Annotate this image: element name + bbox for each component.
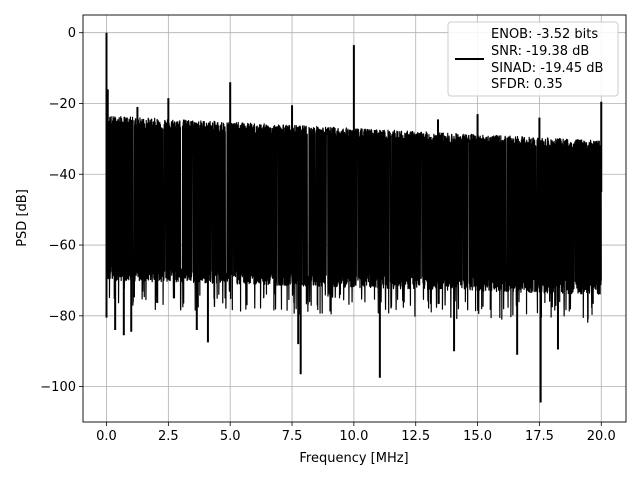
legend-box (447, 21, 619, 97)
x-tick-label: 5.0 (220, 429, 241, 444)
x-tick-label: 7.5 (282, 429, 303, 444)
x-tick-label: 17.5 (525, 429, 554, 444)
y-tick-label: −20 (49, 97, 76, 112)
axes-frame (82, 14, 627, 423)
x-axis-label: Frequency [MHz] (299, 451, 408, 466)
legend-sinad: SINAD: -19.45 dB (491, 61, 603, 76)
y-tick-label: −60 (49, 239, 76, 254)
x-tick-label: 0.0 (96, 429, 117, 444)
x-tick-label: 20.0 (587, 429, 616, 444)
legend-enob: ENOB: -3.52 bits (491, 27, 598, 42)
x-tick-label: 12.5 (401, 429, 430, 444)
legend: ENOB: -3.52 bits SNR: -19.38 dB SINAD: -… (447, 21, 619, 97)
legend-snr: SNR: -19.38 dB (491, 44, 589, 59)
y-tick-label: −40 (49, 168, 76, 183)
legend-sfdr: SFDR: 0.35 (491, 77, 563, 92)
y-tick-label: −80 (49, 309, 76, 324)
x-tick-label: 15.0 (463, 429, 492, 444)
y-tick-label: 0 (68, 26, 76, 41)
psd-series (105, 32, 603, 403)
x-tick-label: 2.5 (158, 429, 179, 444)
axis-ticks: 0.0 2.5 5.0 7.5 10.0 12.5 15.0 17.5 20.0 0 −20 −40 −… (40, 26, 615, 444)
x-tick-label: 10.0 (339, 429, 368, 444)
y-tick-label: −100 (40, 380, 76, 395)
y-axis-label: PSD [dB] (15, 189, 30, 247)
